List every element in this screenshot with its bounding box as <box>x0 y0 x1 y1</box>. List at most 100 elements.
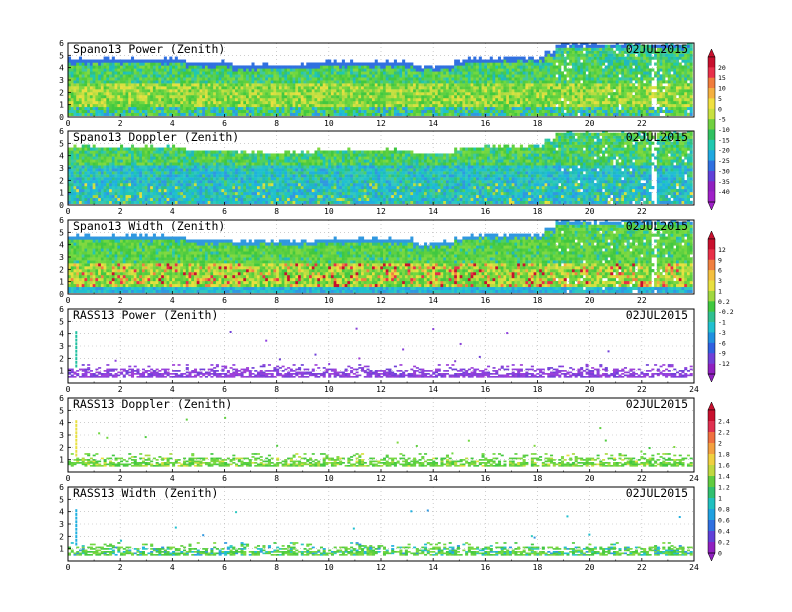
data-cell <box>68 80 72 84</box>
data-cell <box>550 65 554 69</box>
data-cell <box>254 98 258 102</box>
data-cell <box>136 92 140 96</box>
data-cell <box>229 83 233 87</box>
data-cell <box>489 62 493 66</box>
data-cell <box>76 62 80 66</box>
data-cell <box>210 74 214 78</box>
data-cell <box>667 44 671 48</box>
data-cell <box>580 44 584 48</box>
data-cell <box>276 83 280 87</box>
data-cell <box>114 162 118 166</box>
data-cell <box>224 77 228 81</box>
data-cell <box>525 83 529 87</box>
data-cell <box>237 106 241 111</box>
data-cell <box>103 98 107 102</box>
data-cell <box>152 80 156 84</box>
data-cell <box>686 71 690 75</box>
data-cell <box>374 112 378 116</box>
data-cell <box>577 44 581 48</box>
data-cell <box>533 98 537 102</box>
data-cell <box>489 100 493 105</box>
data-cell <box>525 103 529 108</box>
data-cell <box>377 89 381 93</box>
data-cell <box>251 86 255 90</box>
data-cell <box>161 74 165 78</box>
data-cell <box>596 53 600 57</box>
data-cell <box>536 68 540 72</box>
data-cell <box>215 95 219 99</box>
data-cell <box>122 95 126 99</box>
data-cell <box>613 106 617 111</box>
data-cell <box>374 103 378 108</box>
data-cell <box>122 112 126 116</box>
data-cell <box>314 68 318 72</box>
data-cell <box>544 74 548 78</box>
data-cell <box>169 98 173 102</box>
data-cell <box>325 68 329 72</box>
data-cell <box>111 100 115 105</box>
data-cell <box>76 194 80 199</box>
data-cell <box>95 92 99 96</box>
data-cell <box>117 112 121 116</box>
data-cell <box>500 83 504 87</box>
data-cell <box>525 74 529 78</box>
data-cell <box>147 77 151 81</box>
data-cell <box>467 100 471 105</box>
data-cell <box>78 80 82 84</box>
data-cell <box>662 98 666 102</box>
data-cell <box>528 103 532 108</box>
data-cell <box>580 100 584 105</box>
data-cell <box>120 92 124 96</box>
data-cell <box>84 144 88 148</box>
data-cell <box>434 109 439 114</box>
data-cell <box>476 103 480 108</box>
data-cell <box>571 68 575 72</box>
data-cell <box>144 83 148 87</box>
data-cell <box>158 71 162 75</box>
data-cell <box>372 80 376 84</box>
data-cell <box>352 98 356 102</box>
data-cell <box>106 150 110 154</box>
data-cell <box>215 71 219 75</box>
data-cell <box>111 62 115 66</box>
data-cell <box>70 159 74 163</box>
data-cell <box>607 100 611 105</box>
data-cell <box>686 98 690 102</box>
data-cell <box>341 62 345 66</box>
data-cell <box>224 109 228 114</box>
data-cell <box>629 92 633 96</box>
data-cell <box>284 65 288 69</box>
data-cell <box>602 59 606 63</box>
data-cell <box>681 98 685 102</box>
data-cell <box>150 77 154 81</box>
data-cell <box>380 106 384 111</box>
data-cell <box>339 106 343 111</box>
data-cell <box>133 68 137 72</box>
data-cell <box>89 95 93 99</box>
data-cell <box>613 109 617 114</box>
data-cell <box>522 112 526 116</box>
data-cell <box>514 68 518 72</box>
data-cell <box>114 71 118 75</box>
data-cell <box>519 80 523 84</box>
data-cell <box>218 109 222 114</box>
data-cell <box>437 106 441 111</box>
data-cell <box>155 103 159 108</box>
data-cell <box>300 68 304 72</box>
data-cell <box>599 77 603 81</box>
data-cell <box>541 112 545 116</box>
data-cell <box>588 65 592 69</box>
data-cell <box>68 147 72 151</box>
data-cell <box>141 92 145 96</box>
data-cell <box>560 43 565 45</box>
data-cell <box>596 100 600 105</box>
data-cell <box>106 171 110 175</box>
data-cell <box>155 83 159 87</box>
data-cell <box>593 68 597 72</box>
data-cell <box>665 80 669 84</box>
data-cell <box>68 86 72 90</box>
data-cell <box>111 86 115 90</box>
data-cell <box>248 112 252 116</box>
data-cell <box>382 86 386 90</box>
data-cell <box>596 44 600 48</box>
